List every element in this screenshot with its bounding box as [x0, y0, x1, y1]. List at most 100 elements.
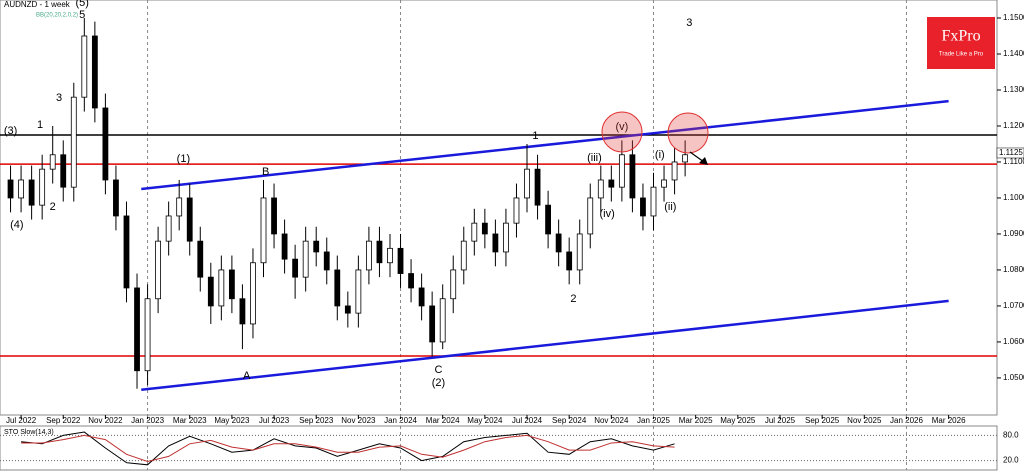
x-tick-label: Jul 2024: [512, 416, 543, 425]
candle-body: [113, 179, 119, 217]
candle-body: [481, 222, 488, 235]
candle-body: [49, 154, 56, 170]
wave-label: (iii): [587, 152, 602, 164]
candle-body: [682, 154, 689, 163]
candle-body: [197, 240, 204, 278]
candle-body: [228, 269, 235, 300]
wave-label: (iv): [599, 208, 614, 220]
y-tick-label: 1.1100: [1003, 157, 1024, 166]
candle-body: [70, 96, 77, 188]
candle-body: [524, 168, 530, 199]
x-tick-label: Mar 2026: [932, 416, 966, 425]
y-tick-label: 1.1500: [1003, 13, 1024, 22]
candle-body: [471, 222, 478, 242]
plot-frame: [0, 0, 998, 416]
candle-body: [323, 251, 330, 271]
wave-label: (4): [10, 219, 23, 231]
candle-body: [534, 168, 541, 206]
y-tick-label: 1.1400: [1003, 49, 1024, 58]
candle-body: [408, 273, 414, 289]
candle-body: [355, 269, 362, 314]
candle-body: [418, 287, 425, 307]
trend-line: [141, 99, 949, 191]
candle-body: [260, 197, 267, 264]
candle-body: [397, 247, 404, 274]
wave-label: (3): [4, 125, 17, 137]
x-tick-label: May 2024: [467, 416, 503, 425]
candle-body: [366, 240, 372, 271]
x-tick-label: Jul 2025: [765, 416, 796, 425]
candle-body: [144, 298, 151, 372]
x-tick-label: Mar 2025: [679, 416, 713, 425]
wave-label: (i): [655, 149, 665, 161]
candle-body: [450, 269, 457, 300]
arrow-head: [699, 157, 708, 165]
candle-body: [460, 240, 467, 271]
candle-body: [91, 35, 98, 109]
y-tick-label: 1.0600: [1003, 337, 1024, 346]
candle-body: [81, 35, 88, 98]
logo-text: FxPro: [941, 28, 980, 45]
x-tick-label: Sep 2022: [46, 416, 81, 425]
x-tick-label: May 2023: [214, 416, 250, 425]
candle-body: [239, 298, 246, 325]
x-tick-label: Mar 2024: [426, 416, 460, 425]
candle-body: [618, 154, 625, 188]
indicator-label: BB(20,20,2,0,2): [36, 13, 78, 19]
candle-body: [218, 269, 225, 307]
candle-body: [313, 240, 320, 253]
candle-body: [503, 222, 509, 253]
candle-body: [18, 179, 24, 199]
wave-label: 3: [56, 92, 62, 104]
candle-body: [334, 269, 341, 307]
x-tick-label: Nov 2024: [594, 416, 629, 425]
candle-body: [671, 161, 678, 181]
y-tick-label: 1.0500: [1003, 373, 1024, 382]
x-tick-label: May 2025: [720, 416, 756, 425]
y-tick-label: 1.1000: [1003, 193, 1024, 202]
candle-body: [60, 154, 67, 188]
wave-label: (5): [75, 0, 88, 9]
y-tick-label: 1.0900: [1003, 229, 1024, 238]
candle-body: [281, 233, 288, 260]
candle-body: [123, 215, 130, 289]
wave-label: (ii): [664, 201, 676, 213]
wave-label: 2: [570, 293, 576, 305]
candle-body: [650, 186, 657, 217]
candle-body: [376, 240, 383, 264]
candle-body: [102, 107, 109, 181]
candle-body: [176, 197, 183, 217]
candle-body: [608, 179, 615, 188]
chart-title: AUDNZD - 1 week: [4, 0, 71, 9]
wave-label: (v): [615, 121, 628, 133]
candle-body: [545, 204, 551, 235]
candle-body: [629, 154, 636, 199]
x-tick-label: Jul 2022: [6, 416, 37, 425]
price-marker: [996, 147, 1024, 159]
wave-label: (2): [432, 377, 445, 389]
wave-label: A: [243, 370, 251, 382]
oscillator-tick-label: 80.0: [1003, 431, 1019, 440]
candle-body: [576, 233, 583, 271]
candle-body: [28, 179, 35, 206]
logo: [927, 17, 995, 69]
candle-body: [566, 251, 573, 271]
candle-body: [207, 276, 214, 307]
y-tick-label: 1.0800: [1003, 265, 1024, 274]
candle-body: [250, 262, 256, 325]
y-tick-label: 1.1200: [1003, 121, 1024, 130]
candle-body: [7, 179, 14, 199]
x-tick-label: Jul 2023: [259, 416, 290, 425]
oscillator-title: STO Slow(14,3): [4, 429, 54, 436]
candle-body: [492, 233, 499, 253]
wave-label: C: [434, 364, 442, 376]
candle-body: [186, 197, 193, 242]
candle-body: [292, 258, 299, 278]
candle-body: [661, 179, 667, 188]
y-tick-label: 1.0700: [1003, 301, 1024, 310]
trend-line: [141, 299, 949, 392]
candle-body: [587, 197, 594, 235]
oscillator-line: [21, 434, 675, 462]
